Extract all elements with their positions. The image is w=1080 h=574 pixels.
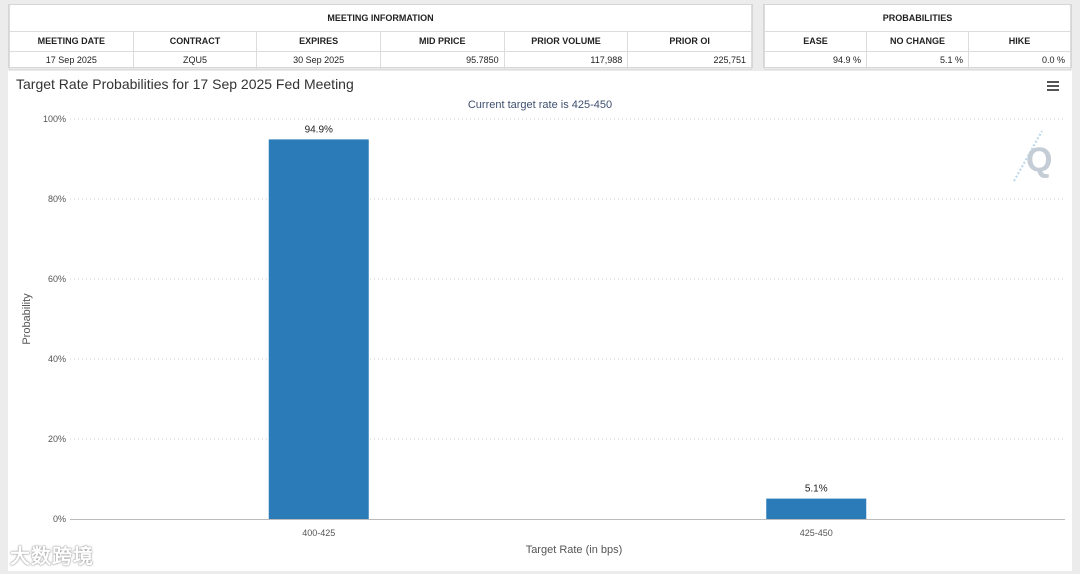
chart-title: Target Rate Probabilities for 17 Sep 202… [16,76,354,92]
data-label: 5.1% [805,484,828,495]
watermark: 大数跨境 [10,546,94,568]
expires-cell: 30 Sep 2025 [256,50,381,70]
column-header-mid-price: MID PRICE [379,30,505,52]
table-row: 17 Sep 2025 ZQU5 30 Sep 2025 95.7850 117… [9,50,752,70]
data-labels: 94.9% 5.1% [305,124,828,494]
bar[interactable] [766,498,867,519]
table-row: 94.9 % 5.1 % 0.0 % [764,50,1071,70]
column-header-contract: CONTRACT [132,30,258,52]
q-logo-icon: Q [1013,130,1052,182]
y-tick-label: 80% [48,194,66,204]
mid-price-cell: 95.7850 [379,50,505,70]
prior-volume-cell: 117,988 [503,50,629,70]
probabilities-header: PROBABILITIES [764,5,1071,32]
bar-chart: Target Rate Probabilities for 17 Sep 202… [16,76,1065,556]
y-tick-label: 100% [43,114,66,124]
x-tick-label: 425-450 [800,528,833,538]
column-header-meeting-date: MEETING DATE [9,30,134,52]
hamburger-menu-icon[interactable] [1043,79,1063,95]
x-axis-title: Target Rate (in bps) [526,544,623,556]
chart-subtitle: Current target rate is 425-450 [468,99,612,111]
y-tick-label: 60% [48,274,66,284]
column-header-expires: EXPIRES [256,30,381,52]
x-tick-label: 400-425 [302,528,335,538]
contract-cell: ZQU5 [132,50,258,70]
meeting-information-table: MEETING INFORMATION MEETING DATE CONTRAC… [8,4,753,70]
bar[interactable] [268,139,369,519]
y-axis-ticks: 0% 20% 40% 60% 80% 100% [43,114,66,524]
column-header-hike: HIKE [968,30,1071,52]
meeting-date-cell: 17 Sep 2025 [9,50,134,70]
ease-cell: 94.9 % [764,50,867,70]
svg-text:Q: Q [1026,141,1052,179]
column-header-no-change: NO CHANGE [866,30,969,52]
chart-panel: Target Rate Probabilities for 17 Sep 202… [8,71,1072,571]
bars [268,139,867,519]
y-tick-label: 20% [48,434,66,444]
data-label: 94.9% [305,124,333,135]
y-tick-label: 40% [48,354,66,364]
grid [70,118,1065,520]
hike-cell: 0.0 % [968,50,1071,70]
meeting-information-header: MEETING INFORMATION [9,5,752,32]
x-axis-ticks: 400-425 425-450 [302,528,833,538]
column-header-prior-oi: PRIOR OI [627,30,752,52]
y-tick-label: 0% [53,514,66,524]
y-axis-title: Probability [21,293,33,345]
column-header-ease: EASE [764,30,867,52]
column-header-prior-volume: PRIOR VOLUME [503,30,629,52]
probabilities-table: PROBABILITIES EASE NO CHANGE HIKE 94.9 %… [763,4,1072,70]
no-change-cell: 5.1 % [866,50,969,70]
prior-oi-cell: 225,751 [627,50,752,70]
